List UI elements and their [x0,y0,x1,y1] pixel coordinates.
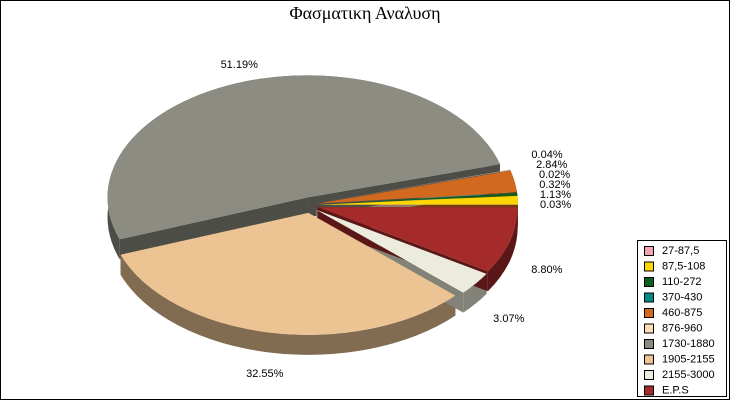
legend-label: 1905-2155 [662,353,715,365]
legend-swatch [645,309,654,318]
legend-swatch [645,355,654,364]
legend-label: 87,5-108 [662,260,705,272]
legend-label: 876-960 [662,322,702,334]
legend-swatch [645,324,654,333]
data-label: 51.19% [221,59,259,71]
legend-label: 2155-3000 [662,369,715,381]
legend-swatch [645,278,654,287]
legend-label: E.P.S [662,384,689,396]
legend-label: 1730-1880 [662,338,715,350]
data-label: 3.07% [493,313,524,325]
legend-label: 27-87,5 [662,245,699,257]
legend-label: 110-272 [662,276,702,288]
data-label: 8.80% [531,264,562,276]
legend-swatch [645,247,654,256]
legend-swatch [645,371,654,380]
data-label: 0.04% [531,149,562,161]
legend-swatch [645,293,654,302]
legend-swatch [645,386,654,395]
legend-label: 460-875 [662,307,702,319]
legend-swatch [645,262,654,271]
data-label: 32.55% [246,368,284,380]
legend-label: 370-430 [662,291,702,303]
legend-swatch [645,340,654,349]
chart-title: Φασματικη Αναλυση [289,3,440,23]
